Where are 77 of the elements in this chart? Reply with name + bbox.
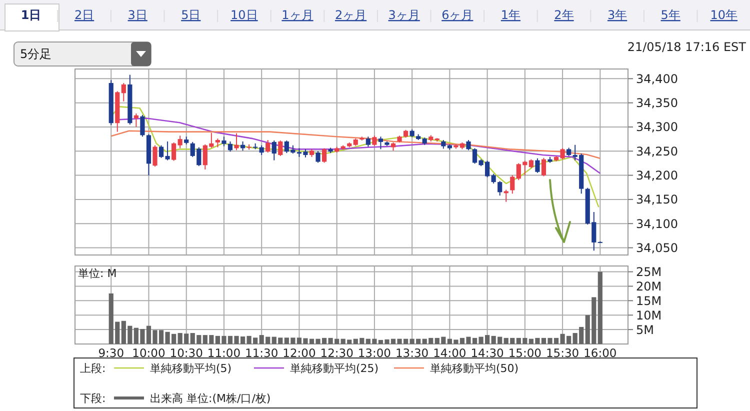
bar: [598, 272, 602, 344]
x-tick-label: 10:00: [132, 346, 166, 360]
y-tick-label: 34,200: [636, 168, 678, 182]
legend-label: 単純移動平均(25): [290, 362, 379, 375]
x-tick-label: 12:00: [282, 346, 316, 360]
text: 1年: [500, 8, 521, 22]
y-tick-label: 15M: [636, 294, 662, 308]
candlestick: [121, 82, 126, 102]
candlestick: [234, 132, 239, 151]
text: 2年: [554, 8, 574, 22]
legend-label: 単純移動平均(5): [150, 362, 232, 375]
candlestick: [378, 136, 384, 150]
candlestick: [316, 150, 320, 164]
x-tick-label: 13:00: [358, 346, 392, 360]
y-tick-label: 25M: [636, 264, 662, 279]
candlestick: [278, 140, 283, 156]
y-axis-title: 単位: M: [78, 267, 117, 280]
y-tick-label: 34,250: [636, 144, 678, 158]
candlestick: [541, 157, 546, 177]
text: 2ヶ月: [334, 8, 367, 22]
text: 21/05/18 17:16 EST: [627, 40, 747, 54]
legend-title: 下段:: [80, 392, 106, 405]
candlestick: [491, 173, 496, 184]
candlestick: [510, 174, 515, 194]
x-tick-label: 10:30: [170, 346, 203, 360]
x-tick-label: 14:00: [433, 346, 466, 360]
legend-title: 上段:: [80, 362, 106, 375]
y-tick-label: 34,050: [636, 240, 678, 255]
candlestick: [178, 135, 182, 149]
candlestick: [535, 158, 540, 174]
text: 10日: [230, 8, 258, 22]
y-tick-label: 34,350: [636, 96, 678, 110]
candlestick: [152, 144, 158, 168]
candlestick: [504, 189, 508, 202]
candlestick: [134, 112, 138, 128]
y-tick-label: 5M: [636, 322, 654, 337]
candlestick: [172, 142, 176, 162]
text: 3日: [128, 8, 148, 22]
candlestick: [366, 136, 370, 148]
candlestick: [272, 140, 276, 161]
candlestick: [266, 140, 270, 154]
x-tick-label: 11:00: [207, 346, 241, 360]
y-tick-label: 34,400: [636, 72, 678, 86]
y-tick-label: 34,150: [636, 192, 678, 207]
candlestick: [140, 114, 145, 138]
candlestick: [372, 135, 377, 146]
candlestick: [259, 144, 264, 156]
y-tick-label: 20M: [636, 279, 662, 294]
text: 2日: [74, 8, 94, 22]
y-tick-label: 34,300: [636, 120, 678, 134]
candlestick: [498, 180, 502, 196]
x-tick-label: 13:30: [395, 346, 429, 360]
x-tick-label: 16:00: [584, 346, 617, 360]
candlestick: [228, 140, 233, 152]
select-field: 5分足: [14, 42, 152, 66]
x-tick-label: 11:30: [245, 346, 278, 360]
x-tick-label: 15:30: [546, 346, 580, 360]
x-tick-label: 12:30: [320, 346, 354, 360]
x-tick-label: 9:30: [98, 346, 124, 360]
legend-label: 出来高 単位:(M株/口/枚): [150, 392, 271, 405]
text: 5年: [660, 8, 680, 22]
text: 1ヶ月: [282, 8, 314, 22]
y-tick-label: 10M: [636, 308, 662, 322]
text: 1日: [20, 8, 42, 22]
x-tick-label: 14:30: [470, 346, 504, 360]
candlestick: [322, 148, 327, 164]
text: 6ヶ月: [442, 8, 474, 22]
y-tick-label: 34,100: [636, 216, 678, 231]
candlestick: [466, 140, 471, 151]
text: 5日: [181, 8, 201, 22]
line-series: [110, 130, 601, 160]
text: 3ヶ月: [388, 8, 420, 22]
x-tick-label: 15:00: [508, 346, 542, 360]
candlestick: [222, 136, 226, 147]
text: 10年: [710, 8, 738, 22]
legend-label: 単純移動平均(50): [430, 362, 519, 375]
text: 3年: [607, 8, 628, 22]
